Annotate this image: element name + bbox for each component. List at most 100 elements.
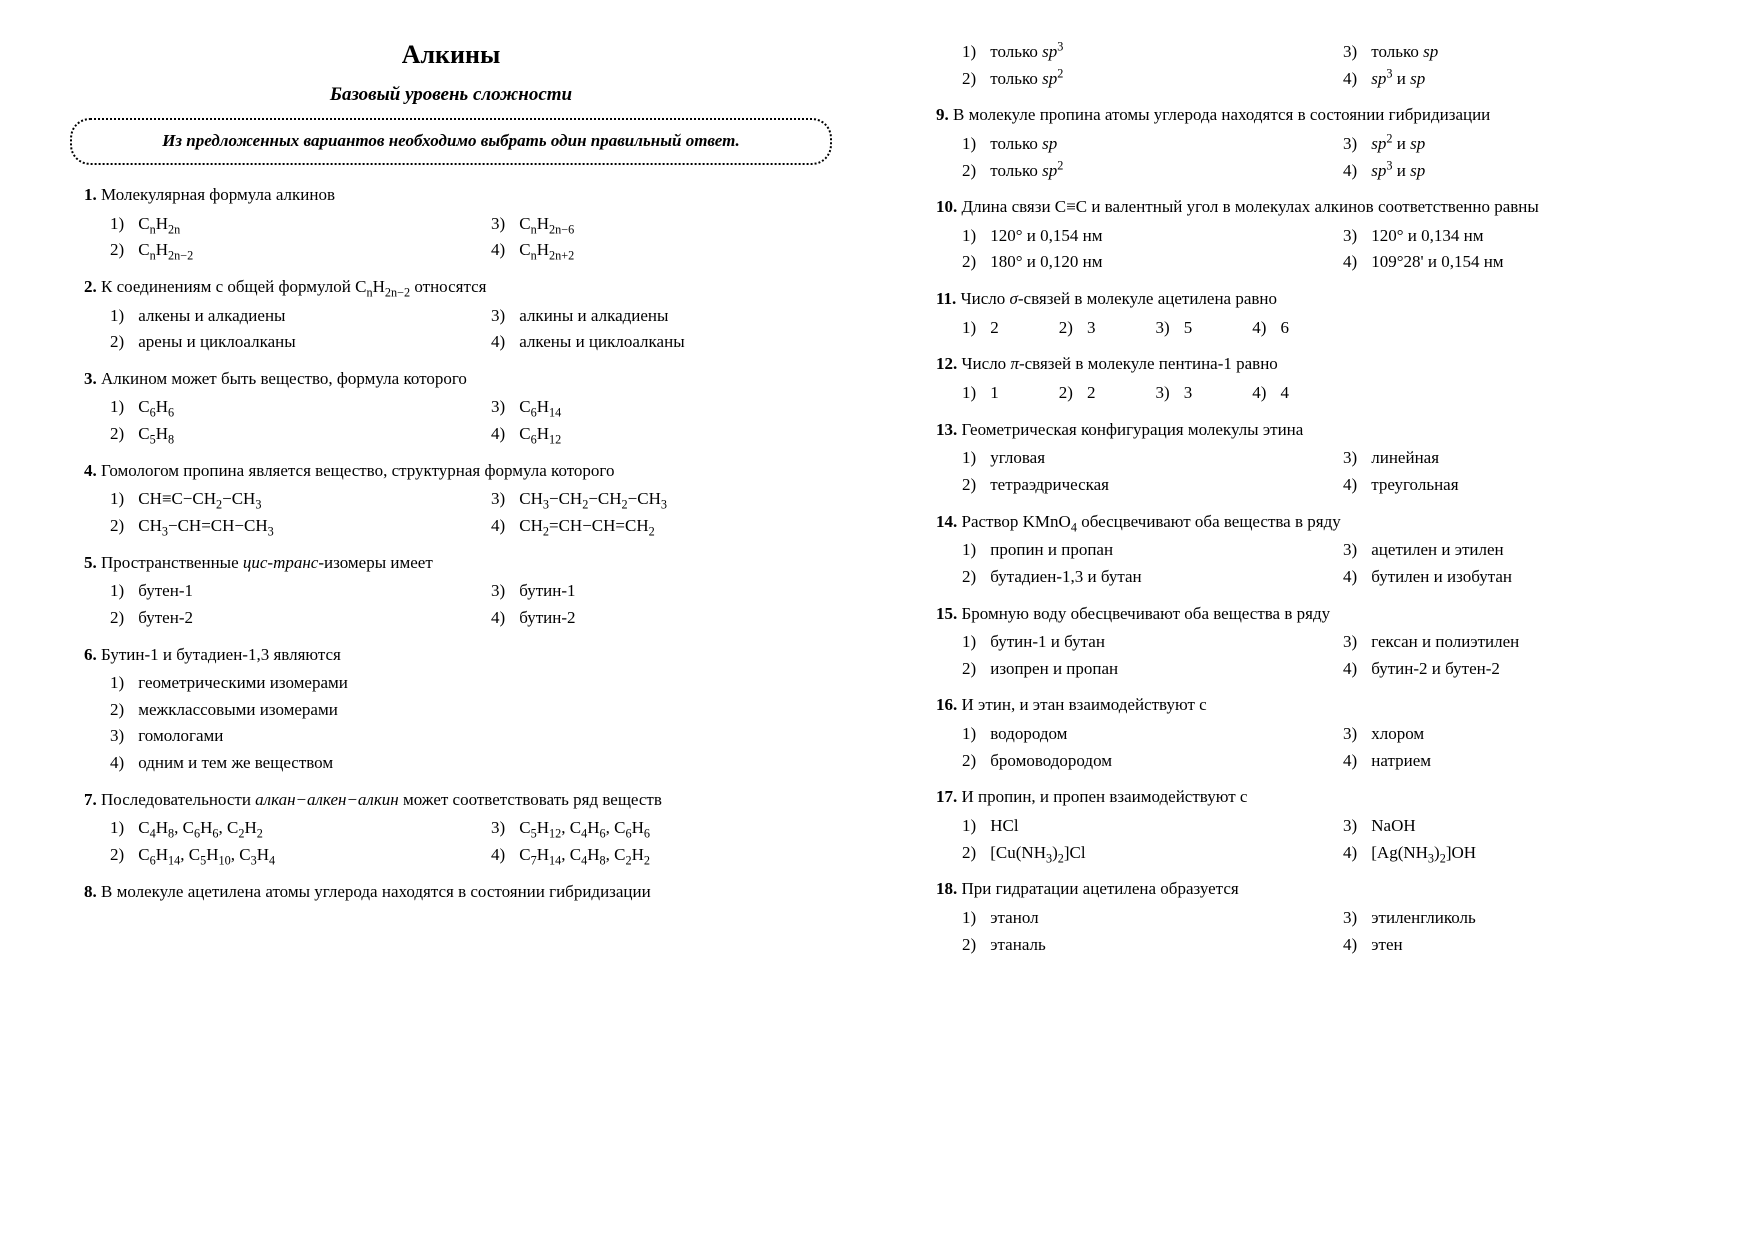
q18-o3: этиленгликоль — [1371, 908, 1476, 927]
opt-label: 4) — [491, 238, 515, 263]
question-2: 2. К соединениям с общей формулой CnH2n−… — [60, 275, 842, 355]
q1-stem: Молекулярная формула алкинов — [101, 185, 335, 204]
q9-o3: sp2 и sp — [1371, 134, 1425, 153]
q7-o3: C5H12, C4H6, C6H6 — [519, 818, 650, 837]
question-13: 13. Геометрическая конфигурация молекулы… — [912, 418, 1694, 498]
q2-num: 2. — [84, 277, 97, 296]
q9-stem: В молекуле пропина атомы углерода находя… — [953, 105, 1490, 124]
question-12: 12. Число π-связей в молекуле пентина-1 … — [912, 352, 1694, 405]
question-11: 11. Число σ-связей в молекуле ацетилена … — [912, 287, 1694, 340]
q15-o2: изопрен и пропан — [990, 659, 1118, 678]
q16-o4: натрием — [1371, 751, 1431, 770]
q5-o4: бутин-2 — [519, 608, 575, 627]
q2-o2: арены и циклоалканы — [138, 332, 295, 351]
question-10: 10. Длина связи C≡C и валентный угол в м… — [912, 195, 1694, 275]
page-title: Алкины — [60, 40, 842, 70]
q14-o1: пропин и пропан — [990, 540, 1113, 559]
q16-o1: водородом — [990, 724, 1067, 743]
q1-o1: CnH2n — [138, 214, 180, 233]
opt-label: 2) — [110, 238, 134, 263]
q18-o2: этаналь — [990, 935, 1046, 954]
q3-o4: C6H12 — [519, 424, 561, 443]
q12-o2: 2 — [1087, 383, 1096, 402]
q10-o3: 120° и 0,134 нм — [1371, 226, 1483, 245]
q13-o4: треугольная — [1371, 475, 1458, 494]
q10-o1: 120° и 0,154 нм — [990, 226, 1102, 245]
q14-o4: бутилен и изобутан — [1371, 567, 1512, 586]
question-5: 5. Пространственные цис-транс-изомеры им… — [60, 551, 842, 631]
q17-o1: HCl — [990, 816, 1018, 835]
q4-o1: CH≡C−CH2−CH3 — [138, 489, 261, 508]
q14-o3: ацетилен и этилен — [1371, 540, 1503, 559]
q16-stem: И этин, и этан взаимодействуют с — [962, 695, 1207, 714]
q18-stem: При гидратации ацетилена образуется — [962, 879, 1239, 898]
q7-o2: C6H14, C5H10, C3H4 — [138, 845, 275, 864]
question-16: 16. И этин, и этан взаимодействуют с 1) … — [912, 693, 1694, 773]
q10-o4: 109°28' и 0,154 нм — [1371, 252, 1503, 271]
q6-o4: одним и тем же веществом — [138, 753, 333, 772]
q1-o3: CnH2n−6 — [519, 214, 574, 233]
q17-o4: [Ag(NH3)2]OH — [1371, 843, 1476, 862]
q15-o1: бутин-1 и бутан — [990, 632, 1105, 651]
q11-o2: 3 — [1087, 318, 1096, 337]
q6-stem: Бутин-1 и бутадиен-1,3 являются — [101, 645, 341, 664]
q4-stem: Гомологом пропина является вещество, стр… — [101, 461, 614, 480]
q11-stem: Число σ-связей в молекуле ацетилена равн… — [961, 289, 1277, 308]
q7-o4: C7H14, C4H8, C2H2 — [519, 845, 650, 864]
q2-stem: К соединениям с общей формулой CnH2n−2 о… — [101, 277, 486, 296]
q1-o4: CnH2n+2 — [519, 240, 574, 259]
q8-o2: только sp2 — [990, 69, 1063, 88]
q17-o3: NaOH — [1371, 816, 1415, 835]
q3-o1: C6H6 — [138, 397, 174, 416]
q15-o3: гексан и полиэтилен — [1371, 632, 1519, 651]
q12-o1: 1 — [990, 383, 999, 402]
q9-o4: sp3 и sp — [1371, 161, 1425, 180]
q15-o4: бутин-2 и бутен-2 — [1371, 659, 1500, 678]
q15-stem: Бромную воду обесцвечивают оба вещества … — [962, 604, 1331, 623]
question-15: 15. Бромную воду обесцвечивают оба вещес… — [912, 602, 1694, 682]
question-17: 17. И пропин, и пропен взаимодействуют с… — [912, 785, 1694, 865]
q11-o4: 6 — [1281, 318, 1290, 337]
question-9: 9. В молекуле пропина атомы углерода нах… — [912, 103, 1694, 183]
q13-stem: Геометрическая конфигурация молекулы эти… — [962, 420, 1304, 439]
question-1: 1. Молекулярная формула алкинов 1) CnH2n… — [60, 183, 842, 263]
q8-stem: В молекуле ацетилена атомы углерода нахо… — [101, 882, 651, 901]
q3-o2: C5H8 — [138, 424, 174, 443]
q11-o1: 2 — [990, 318, 999, 337]
question-14: 14. Раствор KMnO4 обесцвечивают оба веще… — [912, 510, 1694, 590]
q6-o1: геометрическими изомерами — [138, 673, 348, 692]
q4-o2: CH3−CH=CH−CH3 — [138, 516, 273, 535]
question-7: 7. Последовательности алкан−алкен−алкин … — [60, 788, 842, 868]
q5-o1: бутен-1 — [138, 581, 193, 600]
question-3: 3. Алкином может быть вещество, формула … — [60, 367, 842, 447]
q11-o3: 5 — [1184, 318, 1193, 337]
q16-o2: бромоводородом — [990, 751, 1112, 770]
page-subtitle: Базовый уровень сложности — [60, 84, 842, 106]
q4-o4: CH2=CH−CH=CH2 — [519, 516, 654, 535]
q4-o3: CH3−CH2−CH2−CH3 — [519, 489, 667, 508]
q18-o4: этен — [1371, 935, 1402, 954]
q10-o2: 180° и 0,120 нм — [990, 252, 1102, 271]
instruction-box: Из предложенных вариантов необходимо выб… — [70, 118, 832, 165]
q5-o2: бутен-2 — [138, 608, 193, 627]
q7-stem: Последовательности алкан−алкен−алкин мож… — [101, 790, 662, 809]
q9-o2: только sp2 — [990, 161, 1063, 180]
opt-label: 1) — [110, 212, 134, 237]
q7-o1: C4H8, C6H6, C2H2 — [138, 818, 263, 837]
q12-o3: 3 — [1184, 383, 1193, 402]
q2-o3: алкины и алкадиены — [519, 306, 668, 325]
q5-stem: Пространственные цис-транс-изомеры имеет — [101, 553, 433, 572]
q6-o2: межклассовыми изомерами — [138, 700, 338, 719]
q17-stem: И пропин, и пропен взаимодействуют с — [962, 787, 1248, 806]
q18-o1: этанол — [990, 908, 1038, 927]
q14-stem: Раствор KMnO4 обесцвечивают оба вещества… — [962, 512, 1341, 531]
q3-stem: Алкином может быть вещество, формула кот… — [101, 369, 467, 388]
q6-o3: гомологами — [138, 726, 223, 745]
question-4: 4. Гомологом пропина является вещество, … — [60, 459, 842, 539]
q9-o1: только sp — [990, 134, 1057, 153]
q14-o2: бутадиен-1,3 и бутан — [990, 567, 1141, 586]
q1-num: 1. — [84, 185, 97, 204]
q16-o3: хлором — [1371, 724, 1424, 743]
question-8-opts: 1) только sp3 3) только sp 2) только sp2… — [912, 40, 1694, 91]
q12-stem: Число π-связей в молекуле пентина-1 равн… — [962, 354, 1278, 373]
